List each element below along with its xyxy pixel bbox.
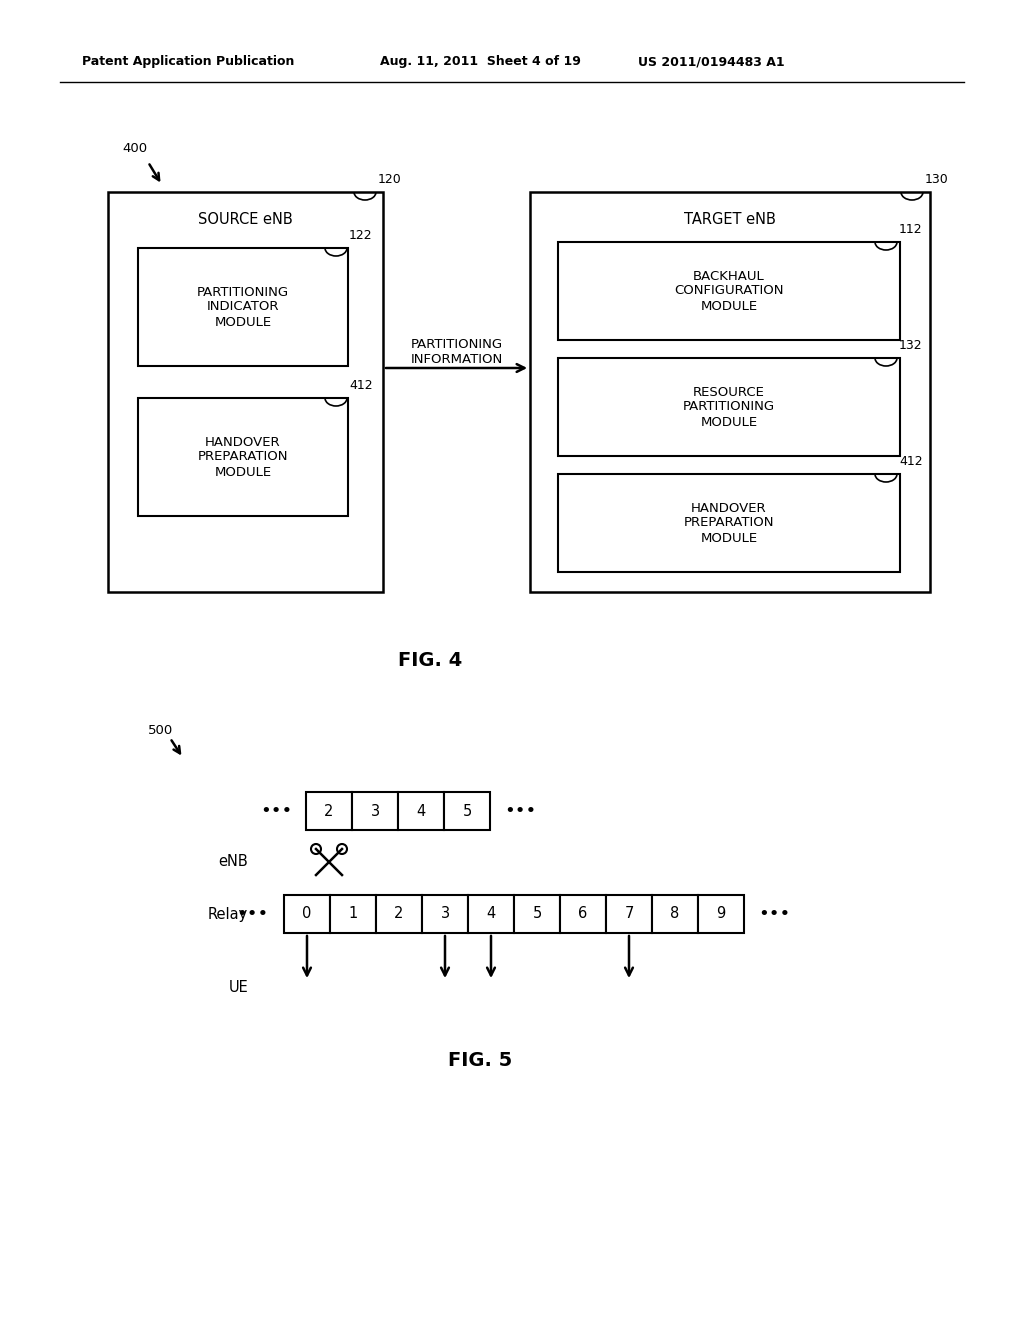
Text: 412: 412 bbox=[349, 379, 373, 392]
Bar bbox=[330, 895, 376, 933]
Text: 132: 132 bbox=[899, 339, 923, 352]
Text: SOURCE eNB: SOURCE eNB bbox=[198, 213, 293, 227]
Text: 5: 5 bbox=[463, 804, 472, 818]
Text: PARTITIONING
INFORMATION: PARTITIONING INFORMATION bbox=[411, 338, 503, 366]
Bar bbox=[108, 191, 383, 591]
Bar bbox=[558, 242, 900, 341]
Text: 130: 130 bbox=[925, 173, 949, 186]
Bar bbox=[138, 399, 348, 516]
Bar bbox=[398, 792, 444, 830]
Text: •••: ••• bbox=[758, 906, 791, 923]
Text: •••: ••• bbox=[504, 803, 537, 820]
Text: 1: 1 bbox=[348, 907, 357, 921]
Text: 5: 5 bbox=[532, 907, 542, 921]
Text: 4: 4 bbox=[417, 804, 426, 818]
Text: 3: 3 bbox=[371, 804, 380, 818]
Text: •••: ••• bbox=[260, 803, 292, 820]
Text: Aug. 11, 2011  Sheet 4 of 19: Aug. 11, 2011 Sheet 4 of 19 bbox=[380, 55, 581, 69]
Text: 120: 120 bbox=[378, 173, 401, 186]
Text: eNB: eNB bbox=[218, 854, 248, 870]
Bar bbox=[306, 792, 352, 830]
Text: PARTITIONING
INDICATOR
MODULE: PARTITIONING INDICATOR MODULE bbox=[197, 285, 289, 329]
Text: 3: 3 bbox=[440, 907, 450, 921]
Text: BACKHAUL
CONFIGURATION
MODULE: BACKHAUL CONFIGURATION MODULE bbox=[674, 269, 783, 313]
Text: UE: UE bbox=[228, 981, 248, 995]
Bar bbox=[352, 792, 398, 830]
Text: FIG. 4: FIG. 4 bbox=[398, 651, 462, 669]
Text: US 2011/0194483 A1: US 2011/0194483 A1 bbox=[638, 55, 784, 69]
Text: 400: 400 bbox=[122, 141, 147, 154]
Bar bbox=[376, 895, 422, 933]
Bar bbox=[422, 895, 468, 933]
Text: 9: 9 bbox=[717, 907, 726, 921]
Text: 4: 4 bbox=[486, 907, 496, 921]
Text: 2: 2 bbox=[325, 804, 334, 818]
Bar bbox=[558, 474, 900, 572]
Bar bbox=[558, 358, 900, 455]
Bar bbox=[468, 895, 514, 933]
Bar bbox=[444, 792, 490, 830]
Text: 7: 7 bbox=[625, 907, 634, 921]
Text: HANDOVER
PREPARATION
MODULE: HANDOVER PREPARATION MODULE bbox=[684, 502, 774, 544]
Text: 122: 122 bbox=[349, 228, 373, 242]
Text: 412: 412 bbox=[899, 455, 923, 469]
Text: RESOURCE
PARTITIONING
MODULE: RESOURCE PARTITIONING MODULE bbox=[683, 385, 775, 429]
Text: Patent Application Publication: Patent Application Publication bbox=[82, 55, 294, 69]
Text: 8: 8 bbox=[671, 907, 680, 921]
Text: TARGET eNB: TARGET eNB bbox=[684, 213, 776, 227]
Bar bbox=[698, 895, 744, 933]
Text: •••: ••• bbox=[236, 906, 268, 923]
Bar bbox=[530, 191, 930, 591]
Bar bbox=[514, 895, 560, 933]
Text: Relay: Relay bbox=[208, 907, 248, 921]
Bar bbox=[652, 895, 698, 933]
Text: 500: 500 bbox=[148, 723, 173, 737]
Text: 2: 2 bbox=[394, 907, 403, 921]
Text: FIG. 5: FIG. 5 bbox=[447, 1051, 512, 1069]
Bar bbox=[606, 895, 652, 933]
Text: 6: 6 bbox=[579, 907, 588, 921]
Bar bbox=[138, 248, 348, 366]
Text: 112: 112 bbox=[899, 223, 923, 236]
Text: HANDOVER
PREPARATION
MODULE: HANDOVER PREPARATION MODULE bbox=[198, 436, 288, 479]
Bar bbox=[560, 895, 606, 933]
Bar bbox=[284, 895, 330, 933]
Text: 0: 0 bbox=[302, 907, 311, 921]
